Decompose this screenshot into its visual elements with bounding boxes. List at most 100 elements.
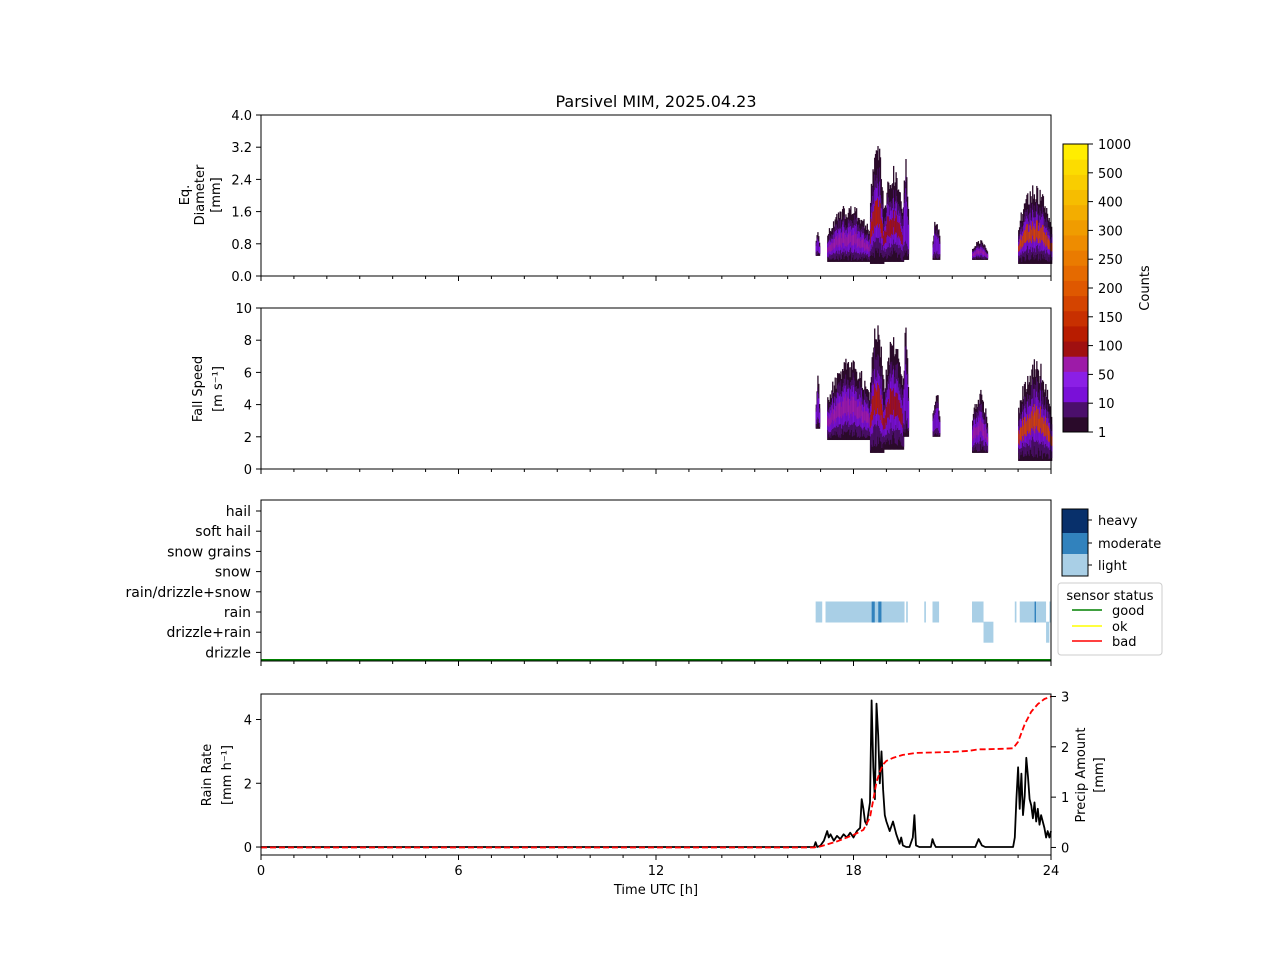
heatmap-cell xyxy=(934,412,937,430)
heatmap-cell xyxy=(976,250,978,254)
heatmap-cell xyxy=(900,407,902,424)
y-tick-label: 6 xyxy=(244,366,252,381)
y2-tick-label: 2 xyxy=(1061,741,1069,756)
x-tick-label: 18 xyxy=(845,864,862,879)
heatmap-cell xyxy=(887,402,889,418)
heatmap-cell xyxy=(853,234,855,245)
heatmap-cell xyxy=(939,422,941,434)
heatmap-cell xyxy=(833,409,836,421)
heatmap-cell xyxy=(879,388,881,416)
heatmap-cell xyxy=(1037,409,1039,430)
heatmap-cell xyxy=(985,433,988,441)
heatmap-cell xyxy=(815,246,817,253)
heatmap-cell xyxy=(907,400,910,428)
heatmap-cell xyxy=(882,223,884,239)
heatmap-cell xyxy=(898,222,901,239)
precip-amount-line xyxy=(261,695,1052,849)
heatmap-cell xyxy=(1038,418,1040,434)
heatmap-cell xyxy=(1019,239,1022,250)
heatmap-cell xyxy=(1042,225,1045,242)
heatmap-cell xyxy=(899,224,901,237)
heatmap-cell xyxy=(981,421,983,432)
heatmap-cell xyxy=(870,218,873,238)
heatmap-cell xyxy=(937,408,939,429)
heatmap-cell xyxy=(1030,418,1032,436)
heatmap-cell xyxy=(906,374,908,421)
ptype-segment xyxy=(1019,601,1035,623)
heatmap-cell xyxy=(1041,416,1044,433)
heatmap-cell xyxy=(939,243,941,255)
heatmap-cell xyxy=(834,237,836,248)
heatmap-cell xyxy=(846,236,848,247)
heatmap-cell xyxy=(862,412,864,423)
heatmap-cell xyxy=(816,404,818,420)
heatmap-cell xyxy=(865,411,868,423)
colorbar-cell xyxy=(1063,219,1088,236)
y-tick-label: 2 xyxy=(244,777,252,792)
heatmap-cell xyxy=(1033,404,1036,427)
heatmap-cell xyxy=(830,417,832,425)
heatmap-cell xyxy=(1028,417,1031,434)
legend-heavy-label: heavy xyxy=(1098,514,1138,529)
ptype-segment xyxy=(972,601,984,623)
colorbar-tick-label: 50 xyxy=(1098,368,1115,383)
heatmap-cell xyxy=(831,412,833,423)
heatmap-cell xyxy=(856,239,859,249)
diameter-heatmap xyxy=(815,146,1053,264)
y-tick-label: 2 xyxy=(244,431,252,446)
fallspeed-y-ticks: 0 2 4 6 8 10 xyxy=(235,302,261,478)
heatmap-cell xyxy=(818,241,820,253)
heatmap-cell xyxy=(1049,430,1051,442)
ptype-x-ticks xyxy=(260,661,1052,666)
heatmap-cell xyxy=(1025,423,1027,437)
ptype-segment xyxy=(1014,601,1017,623)
heatmap-cell xyxy=(861,410,864,423)
heatmap-cell xyxy=(1041,227,1043,241)
legend-moderate-swatch xyxy=(1062,533,1088,554)
colorbar-cell xyxy=(1063,234,1088,251)
heatmap-cell xyxy=(880,394,882,416)
heatmap-cell xyxy=(907,224,910,250)
heatmap-cell xyxy=(902,413,904,428)
heatmap-cell xyxy=(860,401,863,417)
heatmap-cell xyxy=(895,392,897,417)
heatmap-cell xyxy=(841,401,844,415)
heatmap-cell xyxy=(886,407,888,426)
legend-light-swatch xyxy=(1062,554,1088,576)
heatmap-cell xyxy=(982,423,984,437)
ptype-segment xyxy=(874,601,879,623)
heatmap-cell xyxy=(1034,412,1036,434)
heatmap-cell xyxy=(1041,417,1043,434)
ptype-segment xyxy=(906,601,908,623)
heatmap-cell xyxy=(834,405,836,419)
heatmap-cell xyxy=(1034,229,1036,243)
colorbar-cell xyxy=(1063,416,1088,433)
colorbar-ticks: 1 10 50 100 150 200 250 300 400 500 1000 xyxy=(1088,138,1131,441)
heatmap-cell xyxy=(1023,230,1026,244)
legend-moderate-label: moderate xyxy=(1098,537,1161,552)
heatmap-cell xyxy=(1037,231,1040,244)
heatmap-cell xyxy=(899,402,901,422)
heatmap-cell xyxy=(877,382,879,409)
heatmap-cell xyxy=(883,230,886,245)
heatmap-cell xyxy=(828,418,831,427)
heatmap-cell xyxy=(1032,221,1034,236)
heatmap-cell xyxy=(1023,233,1025,246)
colorbar-tick-label: 150 xyxy=(1098,311,1123,326)
heatmap-cell xyxy=(1027,224,1029,241)
heatmap-cell xyxy=(831,242,833,251)
heatmap-cell xyxy=(853,397,855,413)
rainrate-y-ticks: 0 2 4 xyxy=(244,714,261,856)
heatmap-cell xyxy=(1021,240,1023,249)
heatmap-cell xyxy=(1027,419,1030,434)
legend-ok-label: ok xyxy=(1112,620,1128,635)
heatmap-cell xyxy=(882,410,884,426)
legend-light-label: light xyxy=(1098,559,1127,574)
heatmap-cell xyxy=(844,238,846,247)
heatmap-cell xyxy=(869,229,872,244)
heatmap-cell xyxy=(1047,239,1050,250)
heatmap-cell xyxy=(896,215,898,233)
heatmap-cell xyxy=(1039,413,1041,432)
heatmap-cell xyxy=(848,231,850,244)
